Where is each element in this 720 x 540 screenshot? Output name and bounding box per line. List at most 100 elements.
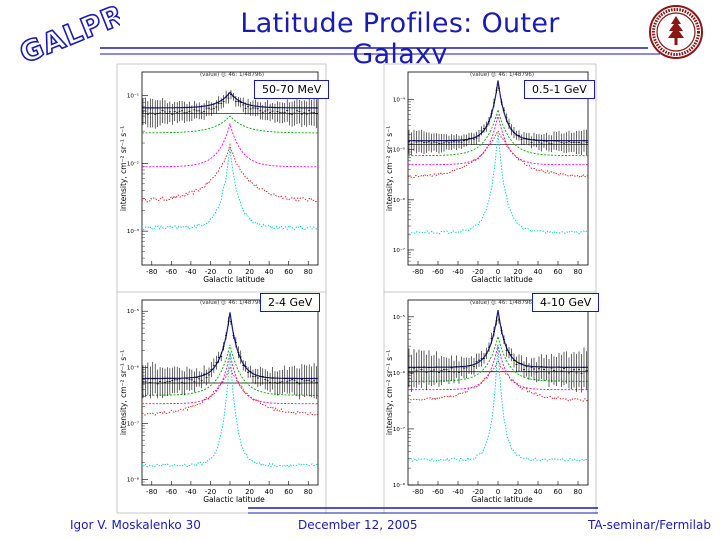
energy-label-3: 2-4 GeV [260, 293, 321, 312]
y-tick-label: 10⁻⁷ [393, 247, 405, 254]
x-tick-label: 0 [228, 488, 232, 496]
y-tick-label: 10⁻¹ [127, 93, 139, 100]
series-inverse-compton [408, 360, 588, 402]
x-tick-label: 20 [514, 268, 523, 276]
y-tick-label: 10⁻⁸ [127, 476, 140, 483]
footer-venue: TA-seminar/Fermilab [588, 518, 711, 532]
slide-title: Latitude Profiles: Outer Galaxy [240, 8, 560, 70]
chart-panel-3: (value) (J: 46: 1/48796) -80 -60 -40 -20 0 20 4… [116, 291, 327, 514]
x-tick-label: 60 [554, 268, 563, 276]
x-tick-label: 40 [265, 268, 274, 276]
x-tick-label: -40 [452, 488, 463, 496]
y-axis-label: intensity, cm⁻² sr⁻¹ s⁻¹ [119, 350, 128, 435]
x-tick-label: -60 [432, 488, 443, 496]
plot-image-border [383, 63, 597, 294]
plot-image-border [383, 291, 597, 514]
galprop-logo: GALPROP [14, 2, 120, 62]
series-inverse-compton [142, 142, 318, 203]
y-tick-label: 10⁻⁷ [127, 420, 139, 427]
header-rules [100, 47, 660, 55]
series-isotropic-background [408, 132, 588, 235]
stanford-seal [649, 5, 703, 59]
series-total-model [408, 80, 588, 142]
x-tick-label: 20 [514, 488, 523, 496]
energy-label-2: 0.5-1 GeV [524, 80, 595, 99]
x-tick-label: 80 [304, 488, 313, 496]
x-tick-label: 60 [284, 268, 293, 276]
x-tick-label: -60 [432, 268, 443, 276]
y-axis-label: intensity, cm⁻² sr⁻¹ s⁻¹ [119, 126, 128, 211]
x-tick-label: -80 [412, 268, 423, 276]
x-axis-label: Galactic latitude [203, 495, 265, 504]
series-pi0-decay [142, 344, 318, 396]
series-bremsstrahlung [142, 353, 318, 405]
series-bremsstrahlung [142, 122, 318, 168]
x-tick-label: 0 [496, 268, 500, 276]
y-tick-label: 10⁻⁶ [127, 364, 140, 371]
x-axis-label: Galactic latitude [203, 275, 265, 284]
plot-image-border [116, 63, 327, 294]
series-isotropic-background [408, 344, 588, 462]
chart-panel-2: (value) (J: 46: 1/48796) -80 -60 -40 -20 0 20 4… [383, 63, 597, 294]
x-tick-label: -20 [205, 488, 216, 496]
y-tick-label: 10⁻⁵ [127, 308, 139, 315]
x-tick-label: 20 [245, 268, 254, 276]
plot-area [142, 312, 318, 468]
x-tick-label: -20 [472, 268, 483, 276]
plot-area [408, 80, 588, 235]
plot-image-border [116, 291, 327, 514]
footer-author: Igor V. Moskalenko 30 [70, 518, 201, 532]
plot-header-text: (value) (J: 46: 1/48796) [200, 72, 264, 78]
y-tick-label: 10⁻⁶ [393, 197, 406, 204]
x-tick-label: 40 [534, 268, 543, 276]
y-tick-label: 10⁻⁵ [393, 147, 405, 154]
x-axis-label: Galactic latitude [471, 495, 533, 504]
x-tick-label: -60 [166, 268, 177, 276]
y-tick-label: 10⁻⁵ [393, 314, 405, 321]
x-tick-label: 20 [245, 488, 254, 496]
x-tick-label: 0 [228, 268, 232, 276]
x-tick-label: -80 [146, 488, 157, 496]
energy-label-4: 4-10 GeV [532, 293, 600, 312]
x-tick-label: 60 [554, 488, 563, 496]
footer-date: December 12, 2005 [298, 518, 418, 532]
x-tick-label: -60 [166, 488, 177, 496]
series-pi0-decay [142, 115, 318, 134]
y-tick-label: 10⁻² [127, 160, 139, 167]
series-inverse-compton [408, 130, 588, 179]
x-tick-label: 80 [304, 268, 313, 276]
plot-header-text: (value) (J: 46: 1/48796) [470, 72, 534, 78]
series-bremsstrahlung [408, 114, 588, 166]
x-tick-label: -40 [185, 268, 196, 276]
y-axis-label: intensity, cm⁻² sr⁻¹ s⁻¹ [385, 350, 394, 435]
series-inverse-compton [142, 365, 318, 416]
x-tick-label: -40 [185, 488, 196, 496]
plot-area [142, 90, 318, 231]
x-tick-label: -80 [412, 488, 423, 496]
x-tick-label: 60 [284, 488, 293, 496]
seal-lettering-band [652, 8, 700, 56]
y-axis-label: intensity, cm⁻² sr⁻¹ s⁻¹ [385, 126, 394, 211]
plot-header-text: (value) (J: 46: 1/48796) [470, 300, 534, 306]
footer-rules [248, 507, 598, 514]
plot-header-text: (value) (J: 46: 1/48796) [200, 300, 264, 306]
x-tick-label: -20 [205, 268, 216, 276]
y-tick-label: 10⁻⁶ [393, 370, 406, 377]
x-tick-label: 40 [265, 488, 274, 496]
energy-label-1: 50-70 MeV [254, 80, 330, 99]
series-isotropic-background [142, 351, 318, 468]
plot-area [408, 310, 588, 462]
chart-panel-4: (value) (J: 46: 1/48796) -80 -60 -40 -20 0 20 4… [383, 291, 597, 514]
series-total-model [142, 91, 318, 109]
y-tick-label: 10⁻⁸ [393, 482, 406, 489]
x-tick-label: 40 [534, 488, 543, 496]
y-tick-label: 10⁻⁴ [393, 97, 406, 104]
x-tick-label: -80 [146, 268, 157, 276]
chart-panel-1: (value) (J: 46: 1/48796) -80 -60 -40 -20 0 20 4… [116, 63, 327, 303]
seal-inner-ring [656, 12, 696, 52]
y-tick-label: 10⁻³ [127, 228, 139, 235]
x-axis-label: Galactic latitude [471, 275, 533, 284]
x-tick-label: -20 [472, 488, 483, 496]
